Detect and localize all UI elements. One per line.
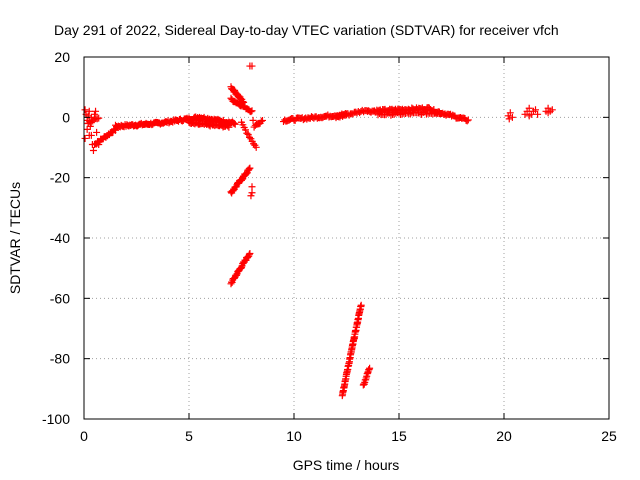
data-point xyxy=(84,112,92,120)
data-point xyxy=(506,109,514,117)
data-point xyxy=(357,301,365,309)
data-point xyxy=(387,111,395,119)
data-point xyxy=(83,125,91,133)
x-tick-label: 0 xyxy=(80,428,88,444)
x-tick-label: 15 xyxy=(391,428,407,444)
data-point xyxy=(89,147,97,155)
y-tick-label: -100 xyxy=(42,411,70,427)
data-point xyxy=(508,113,516,121)
data-point xyxy=(259,116,266,124)
data-point xyxy=(85,107,93,115)
data-point xyxy=(242,170,250,178)
data-point xyxy=(249,116,257,124)
data-point xyxy=(248,107,256,115)
data-point xyxy=(525,112,533,120)
data-point xyxy=(406,110,414,118)
data-point xyxy=(230,119,238,127)
y-tick-label: -20 xyxy=(50,170,70,186)
y-axis-label: SDTVAR / TECUs xyxy=(7,182,23,294)
data-point xyxy=(366,364,374,372)
y-tick-label: -40 xyxy=(50,230,70,246)
data-point xyxy=(231,120,239,128)
data-point xyxy=(229,187,237,195)
data-point xyxy=(92,107,100,115)
x-axis-label: GPS time / hours xyxy=(293,457,400,473)
data-point xyxy=(505,115,513,123)
data-point xyxy=(81,106,89,114)
data-point xyxy=(463,117,471,125)
data-point xyxy=(90,116,98,124)
data-point xyxy=(422,110,430,118)
data-point xyxy=(248,189,256,197)
data-point xyxy=(85,131,93,139)
y-tick-label: -80 xyxy=(50,351,70,367)
y-tick-label: 0 xyxy=(62,109,70,125)
data-point xyxy=(81,134,89,142)
data-point xyxy=(246,164,254,172)
data-point xyxy=(544,109,552,117)
data-point xyxy=(437,110,445,118)
data-point xyxy=(534,110,542,118)
data-point xyxy=(225,123,233,131)
axis-ticks: 0 5 10 15 20 25 -100 -80 -60 -40 -20 0 20 xyxy=(42,49,617,444)
data-point xyxy=(548,106,556,114)
x-tick-label: 5 xyxy=(185,428,193,444)
data-point xyxy=(247,192,255,200)
x-tick-label: 25 xyxy=(601,428,617,444)
data-point xyxy=(243,129,251,137)
data-point xyxy=(248,62,256,70)
data-point xyxy=(525,104,533,112)
data-point xyxy=(246,133,254,141)
data-point xyxy=(224,122,232,130)
data-point xyxy=(532,106,539,114)
x-tick-label: 10 xyxy=(286,428,302,444)
data-point xyxy=(95,114,103,122)
data-point xyxy=(382,111,390,119)
data-points xyxy=(81,62,556,400)
y-tick-label: 20 xyxy=(54,49,70,65)
data-point xyxy=(242,126,250,134)
y-tick-label: -60 xyxy=(50,290,70,306)
data-point xyxy=(247,108,255,116)
data-point xyxy=(93,128,101,136)
x-tick-label: 20 xyxy=(496,428,512,444)
data-point xyxy=(254,119,262,127)
data-point xyxy=(390,110,398,118)
data-point xyxy=(245,165,253,173)
data-point xyxy=(248,183,256,191)
data-point xyxy=(246,249,254,257)
chart-title: Day 291 of 2022, Sidereal Day-to-day VTE… xyxy=(54,22,559,38)
data-point xyxy=(250,140,258,148)
data-point xyxy=(376,110,384,118)
data-point xyxy=(464,116,472,124)
data-point xyxy=(252,143,260,151)
